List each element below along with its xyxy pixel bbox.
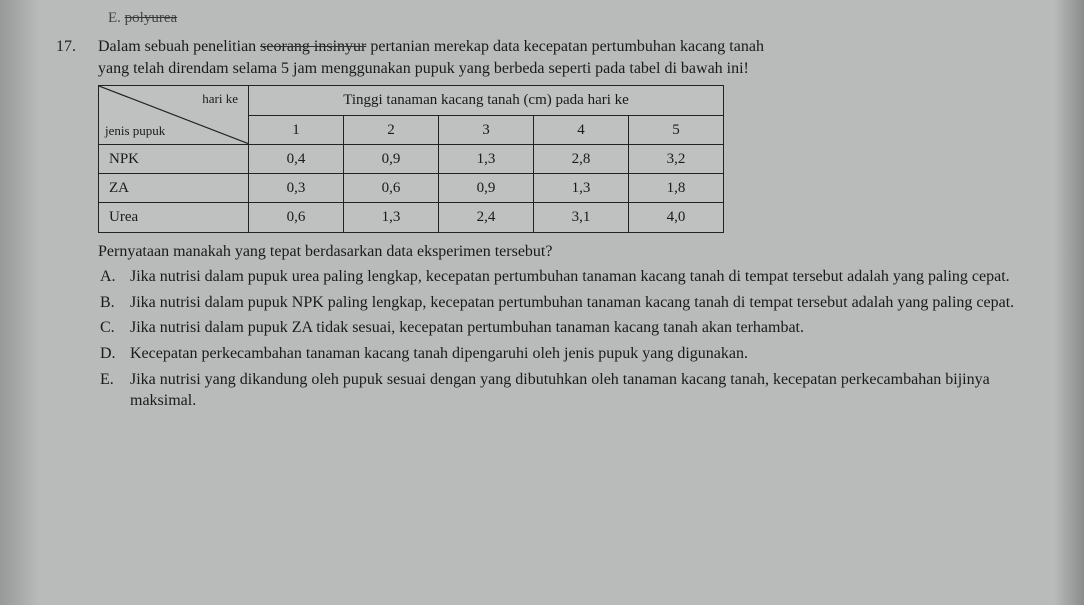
cell: 4,0	[629, 203, 724, 232]
page-shadow-right	[1054, 0, 1084, 605]
option-letter: C.	[100, 317, 120, 339]
cell: 1,3	[534, 174, 629, 203]
cell: 0,3	[249, 174, 344, 203]
table-header-row-1: hari ke jenis pupuk Tinggi tanaman kacan…	[99, 86, 724, 115]
cell: 0,4	[249, 144, 344, 173]
diag-header-top: hari ke	[202, 90, 238, 108]
option-text: Jika nutrisi yang dikandung oleh pupuk s…	[130, 369, 1044, 412]
day-col-4: 4	[534, 115, 629, 144]
cell: 2,8	[534, 144, 629, 173]
question-stem: Dalam sebuah penelitian seorang insinyur…	[98, 36, 1044, 79]
option-a: A. Jika nutrisi dalam pupuk urea paling …	[100, 266, 1044, 288]
option-text: Jika nutrisi dalam pupuk urea paling len…	[130, 266, 1044, 288]
table-row: Urea 0,6 1,3 2,4 3,1 4,0	[99, 203, 724, 232]
cell: 0,6	[344, 174, 439, 203]
stem-part-b: pertanian merekap data kecepatan pertumb…	[366, 38, 764, 55]
stem-line2: yang telah direndam selama 5 jam menggun…	[98, 60, 749, 77]
exam-page: E. polyurea 17. Dalam sebuah penelitian …	[0, 0, 1084, 426]
day-col-3: 3	[439, 115, 534, 144]
options-list: A. Jika nutrisi dalam pupuk urea paling …	[100, 266, 1044, 412]
option-letter: B.	[100, 292, 120, 314]
option-c: C. Jika nutrisi dalam pupuk ZA tidak ses…	[100, 317, 1044, 339]
table-span-header: Tinggi tanaman kacang tanah (cm) pada ha…	[249, 86, 724, 115]
cell: 2,4	[439, 203, 534, 232]
cell: 1,3	[344, 203, 439, 232]
cell: 1,8	[629, 174, 724, 203]
question-body: Dalam sebuah penelitian seorang insinyur…	[98, 36, 1044, 416]
option-text: Jika nutrisi dalam pupuk ZA tidak sesuai…	[130, 317, 1044, 339]
day-col-2: 2	[344, 115, 439, 144]
option-letter: A.	[100, 266, 120, 288]
question-17: 17. Dalam sebuah penelitian seorang insi…	[56, 36, 1044, 416]
option-letter: D.	[100, 343, 120, 365]
row-label-za: ZA	[99, 174, 249, 203]
cell: 1,3	[439, 144, 534, 173]
row-label-urea: Urea	[99, 203, 249, 232]
option-letter: E.	[100, 369, 120, 391]
table-diag-header: hari ke jenis pupuk	[99, 86, 249, 145]
row-label-npk: NPK	[99, 144, 249, 173]
page-shadow-left	[0, 0, 40, 605]
table-row: ZA 0,3 0,6 0,9 1,3 1,8	[99, 174, 724, 203]
option-e: E. Jika nutrisi yang dikandung oleh pupu…	[100, 369, 1044, 412]
question-followup: Pernyataan manakah yang tepat berdasarka…	[98, 241, 1044, 263]
option-b: B. Jika nutrisi dalam pupuk NPK paling l…	[100, 292, 1044, 314]
cell: 0,6	[249, 203, 344, 232]
stem-strike: seorang insinyur	[260, 38, 366, 55]
day-col-1: 1	[249, 115, 344, 144]
data-table: hari ke jenis pupuk Tinggi tanaman kacan…	[98, 85, 724, 232]
option-text: Jika nutrisi dalam pupuk NPK paling leng…	[130, 292, 1044, 314]
option-d: D. Kecepatan perkecambahan tanaman kacan…	[100, 343, 1044, 365]
question-number: 17.	[56, 36, 80, 58]
cell: 3,2	[629, 144, 724, 173]
previous-option-fragment: E. polyurea	[108, 8, 1044, 28]
table-row: NPK 0,4 0,9 1,3 2,8 3,2	[99, 144, 724, 173]
cell: 0,9	[344, 144, 439, 173]
cell: 0,9	[439, 174, 534, 203]
cell: 3,1	[534, 203, 629, 232]
diag-header-bottom: jenis pupuk	[105, 122, 165, 140]
prev-option-letter: E.	[108, 10, 121, 26]
option-text: Kecepatan perkecambahan tanaman kacang t…	[130, 343, 1044, 365]
prev-option-text: polyurea	[125, 10, 177, 26]
stem-part-a: Dalam sebuah penelitian	[98, 38, 260, 55]
day-col-5: 5	[629, 115, 724, 144]
